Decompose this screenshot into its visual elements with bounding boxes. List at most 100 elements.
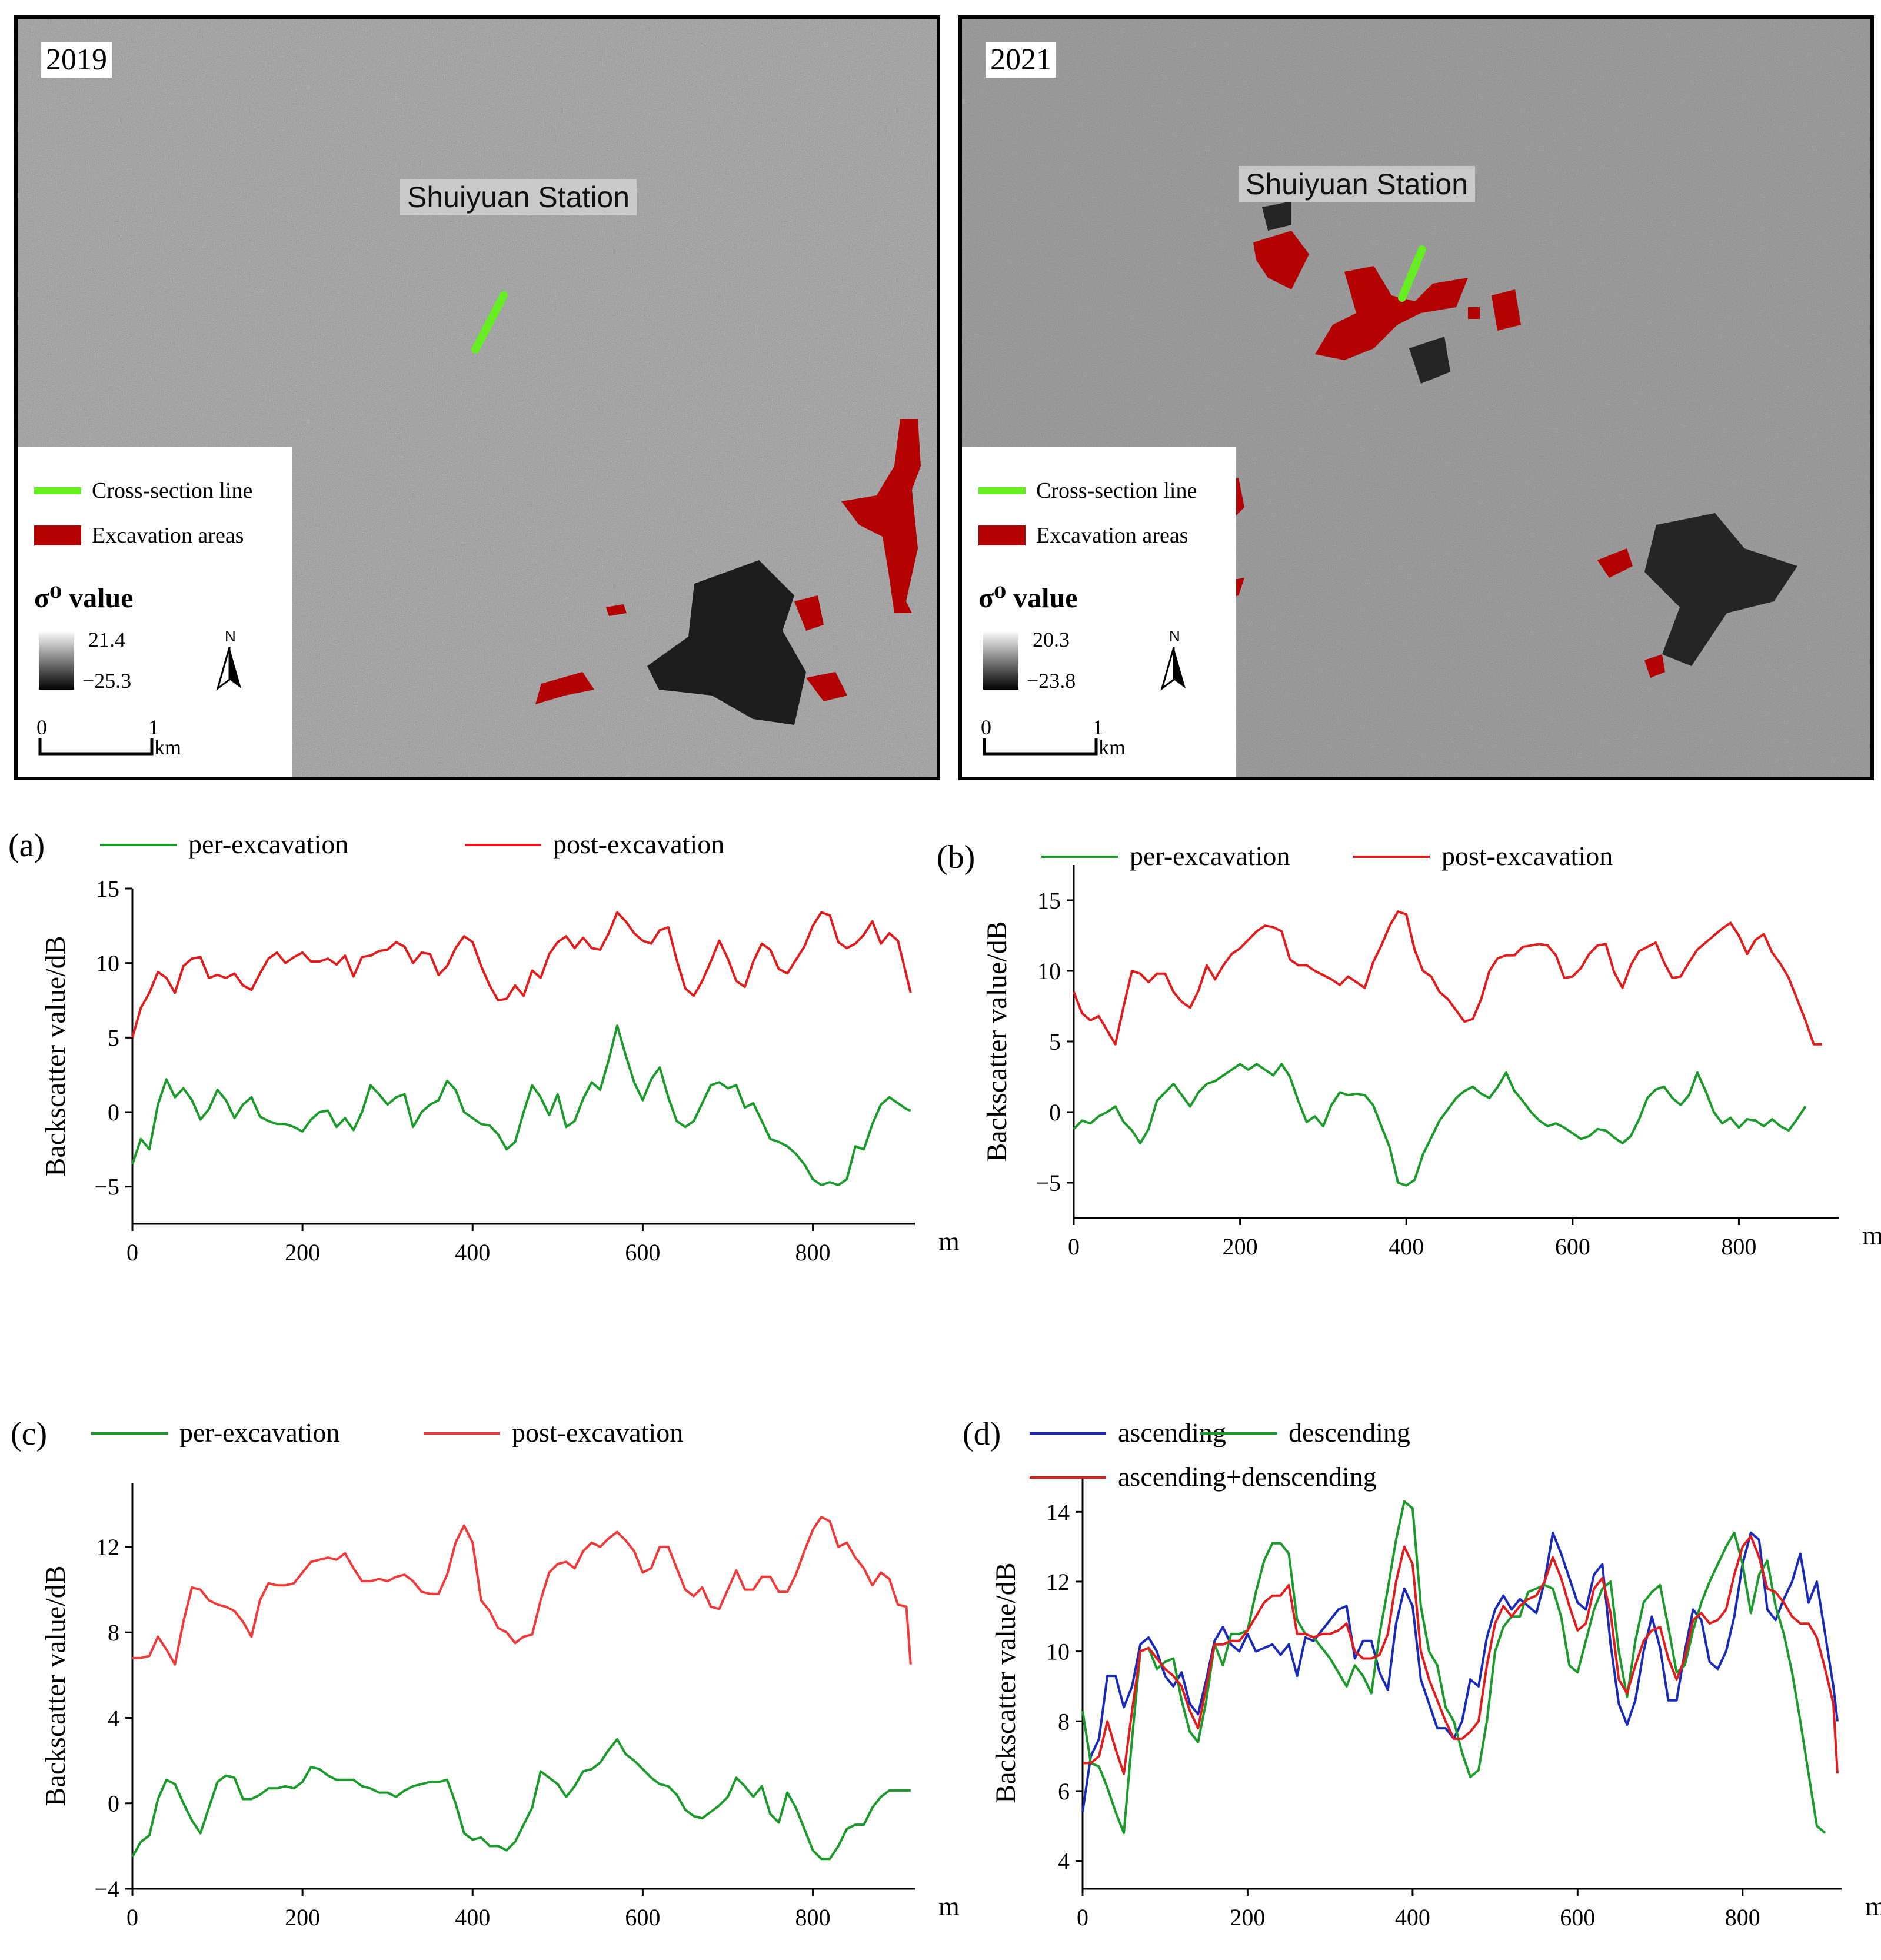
y-tick-label: 14	[1046, 1499, 1070, 1525]
sigma-title: σ⁰ value	[34, 583, 134, 614]
chart-b: −5 0 5 10 15 0 200 400 600 800 m Backscatter value/…	[981, 841, 1881, 1260]
map-legend: Cross-section line Excavation areas σ⁰ v…	[962, 447, 1236, 777]
panel-label-d: (d)	[963, 1416, 1001, 1452]
y-tick-label: 4	[108, 1705, 119, 1731]
cross-section-line	[1398, 245, 1426, 302]
y-tick-label: 12	[1046, 1569, 1070, 1595]
x-tick-label: 200	[1230, 1904, 1265, 1931]
x-tick-label: 400	[455, 1239, 490, 1266]
legend-line-swatch	[978, 487, 1026, 494]
x-tick-label: 800	[1725, 1904, 1760, 1931]
legend-line-label: Cross-section line	[92, 478, 253, 503]
x-tick-label: 800	[795, 1904, 831, 1931]
north-label: N	[1169, 627, 1180, 645]
station-label: Shuiyuan Station	[1239, 166, 1476, 202]
scale-zero: 0	[36, 716, 47, 739]
y-axis-label: Backscatter value/dB	[40, 936, 71, 1176]
series-line-per-excavation	[131, 1738, 911, 1861]
x-tick-label: 200	[285, 1239, 320, 1266]
y-axis-label: Backscatter value/dB	[990, 1562, 1021, 1803]
x-tick-label: 400	[1389, 1233, 1424, 1260]
x-axis-label: m	[1865, 1891, 1881, 1921]
legend-label: per-excavation	[188, 829, 348, 859]
x-tick-label: 400	[455, 1904, 490, 1931]
y-tick-label: 6	[1058, 1778, 1070, 1805]
x-tick-label: 400	[1395, 1904, 1430, 1931]
dark-region	[647, 560, 806, 725]
y-tick-label: 10	[1046, 1639, 1070, 1665]
x-tick-label: 800	[1721, 1233, 1756, 1260]
sigma-title: σ⁰ value	[978, 583, 1078, 614]
y-tick-label: 0	[1049, 1099, 1061, 1126]
x-axis-label: m	[938, 1226, 959, 1256]
sigma-min: −23.8	[1027, 669, 1076, 693]
legend-area-swatch	[978, 525, 1026, 545]
y-tick-label: 15	[96, 876, 119, 902]
series-line-ascending	[1081, 1531, 1839, 1812]
north-arrow-icon: N	[1156, 624, 1191, 700]
sigma-max: 20.3	[1033, 628, 1070, 651]
legend-area-swatch	[34, 525, 81, 545]
legend-label: post-excavation	[1441, 841, 1613, 871]
y-tick-label: −5	[1036, 1170, 1061, 1196]
legend-row-area: Excavation areas	[978, 523, 1188, 548]
x-axis-label: m	[938, 1891, 959, 1921]
y-axis-label: Backscatter value/dB	[40, 1565, 71, 1806]
x-tick-label: 800	[795, 1239, 831, 1266]
y-tick-label: 8	[108, 1619, 119, 1646]
series-line-ascending+denscending	[1083, 1535, 1839, 1775]
sigma-min: −25.3	[82, 669, 132, 693]
map-year-label: 2019	[41, 42, 112, 78]
dark-region	[1262, 201, 1797, 666]
x-tick-label: 200	[285, 1904, 320, 1931]
legend-label: per-excavation	[179, 1417, 339, 1447]
y-axis-label: Backscatter value/dB	[981, 921, 1013, 1162]
x-tick-label: 0	[126, 1904, 138, 1931]
series-line-per-excavation	[1073, 1063, 1807, 1187]
panel-label-b: (b)	[937, 839, 976, 876]
sigma-max: 21.4	[88, 628, 125, 651]
y-tick-label: 0	[108, 1791, 119, 1817]
legend-label: per-excavation	[1130, 841, 1290, 871]
panel-label-c: (c)	[11, 1416, 48, 1452]
legend-line-label: Cross-section line	[1036, 478, 1197, 503]
series-line-post-excavation	[1073, 910, 1822, 1046]
chart-a: −5 0 5 10 15 0 200 400 600 800 m Backscatter value/…	[40, 829, 959, 1266]
series-line-post-excavation	[131, 911, 912, 1038]
x-tick-label: 600	[625, 1239, 660, 1266]
scale-one: 1	[1093, 716, 1103, 739]
chart-c: −4 0 4 8 12 0 200 400 600 800 m Backscatter value/d…	[40, 1417, 959, 1931]
legend-label: post-excavation	[512, 1417, 683, 1447]
y-tick-label: 5	[1049, 1029, 1061, 1055]
x-tick-label: 0	[1077, 1904, 1088, 1931]
series-line-post-excavation	[132, 1516, 912, 1666]
series-line-descending	[1081, 1500, 1826, 1835]
map-year-label: 2021	[986, 42, 1056, 78]
scale-unit: km	[154, 736, 182, 759]
legend-row-line: Cross-section line	[34, 478, 252, 504]
sigma-gradient	[983, 631, 1018, 690]
station-label: Shuiyuan Station	[400, 179, 637, 215]
sar-map-2019: 2019 Shuiyuan Station Cross-section line…	[14, 15, 940, 780]
x-tick-label: 600	[625, 1904, 660, 1931]
y-tick-label: 12	[96, 1534, 119, 1560]
y-tick-label: 8	[1058, 1708, 1070, 1735]
legend-area-label: Excavation areas	[1036, 523, 1188, 548]
x-axis-label: m	[1862, 1220, 1881, 1250]
y-tick-label: 15	[1037, 887, 1061, 914]
x-tick-label: 0	[126, 1239, 138, 1266]
legend-row-line: Cross-section line	[978, 478, 1197, 504]
y-tick-label: 4	[1058, 1848, 1070, 1875]
excavation-areas	[535, 419, 921, 704]
scale-one: 1	[148, 716, 159, 739]
y-tick-label: −4	[94, 1876, 119, 1902]
cross-section-line	[471, 291, 508, 354]
legend-label: post-excavation	[553, 829, 724, 859]
sigma-gradient	[39, 631, 74, 690]
chart-d: 4 6 8 10 12 14 0 200 400 600 800 m Backscatter value…	[990, 1417, 1881, 1931]
map-legend: Cross-section line Excavation areas σ⁰ v…	[18, 447, 292, 777]
north-arrow-icon: N	[212, 624, 247, 700]
y-tick-label: 10	[1037, 958, 1061, 984]
scale-bar: 0 1 km	[978, 715, 1190, 768]
x-tick-label: 0	[1068, 1233, 1080, 1260]
